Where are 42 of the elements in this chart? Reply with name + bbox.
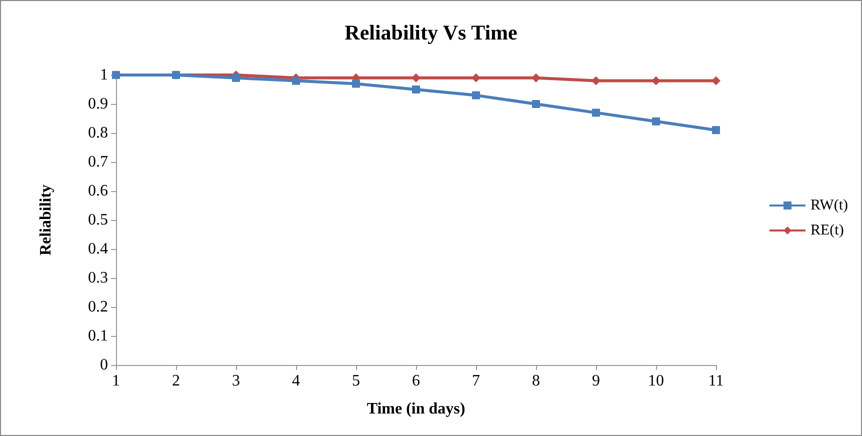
x-tick-label: 9	[592, 372, 600, 390]
y-tick-label: 1	[100, 66, 108, 84]
point	[712, 126, 720, 134]
y-tick-label: 0.7	[88, 154, 108, 170]
point	[592, 108, 600, 117]
y-tick-label: 0.8	[88, 124, 108, 142]
x-tick-label: 5	[352, 372, 360, 390]
point	[232, 74, 240, 82]
x-axis-title: Time (in days)	[366, 400, 466, 418]
x-tick-label: 8	[532, 372, 540, 390]
x-tick-label: 2	[172, 372, 180, 390]
x-tick-label: 10	[648, 372, 664, 390]
chart-title: Reliability Vs Time	[344, 20, 518, 44]
y-tick-label: 0.1	[88, 328, 108, 344]
point	[652, 117, 660, 126]
point	[532, 100, 540, 108]
point	[472, 91, 480, 100]
x-tick-label: 3	[232, 372, 240, 390]
y-axis-title: Reliability	[38, 184, 54, 256]
y-tick-label: 0.9	[88, 96, 108, 112]
point	[412, 86, 420, 94]
point	[592, 76, 600, 86]
point	[412, 73, 420, 82]
point	[652, 76, 660, 86]
point	[532, 73, 540, 82]
y-tick-label: 0.3	[88, 270, 108, 286]
y-tick-label: 0.2	[88, 298, 108, 316]
y-tick-label: 0	[100, 356, 108, 374]
y-tick-label: 0.5	[88, 212, 108, 228]
point	[712, 76, 720, 86]
point	[292, 76, 300, 85]
x-tick-label: 11	[708, 372, 724, 390]
x-tick-label: 1	[112, 372, 120, 390]
x-tick-label: 6	[412, 372, 420, 390]
x-tick-label: 4	[292, 372, 300, 390]
legend-label: RW(t)	[810, 198, 848, 214]
y-tick-label: 0.6	[88, 182, 108, 200]
point	[352, 80, 360, 88]
y-tick-label: 0.4	[88, 240, 108, 258]
legend-label: RE(t)	[810, 222, 844, 238]
point	[472, 73, 480, 82]
x-tick-label: 7	[472, 372, 480, 390]
